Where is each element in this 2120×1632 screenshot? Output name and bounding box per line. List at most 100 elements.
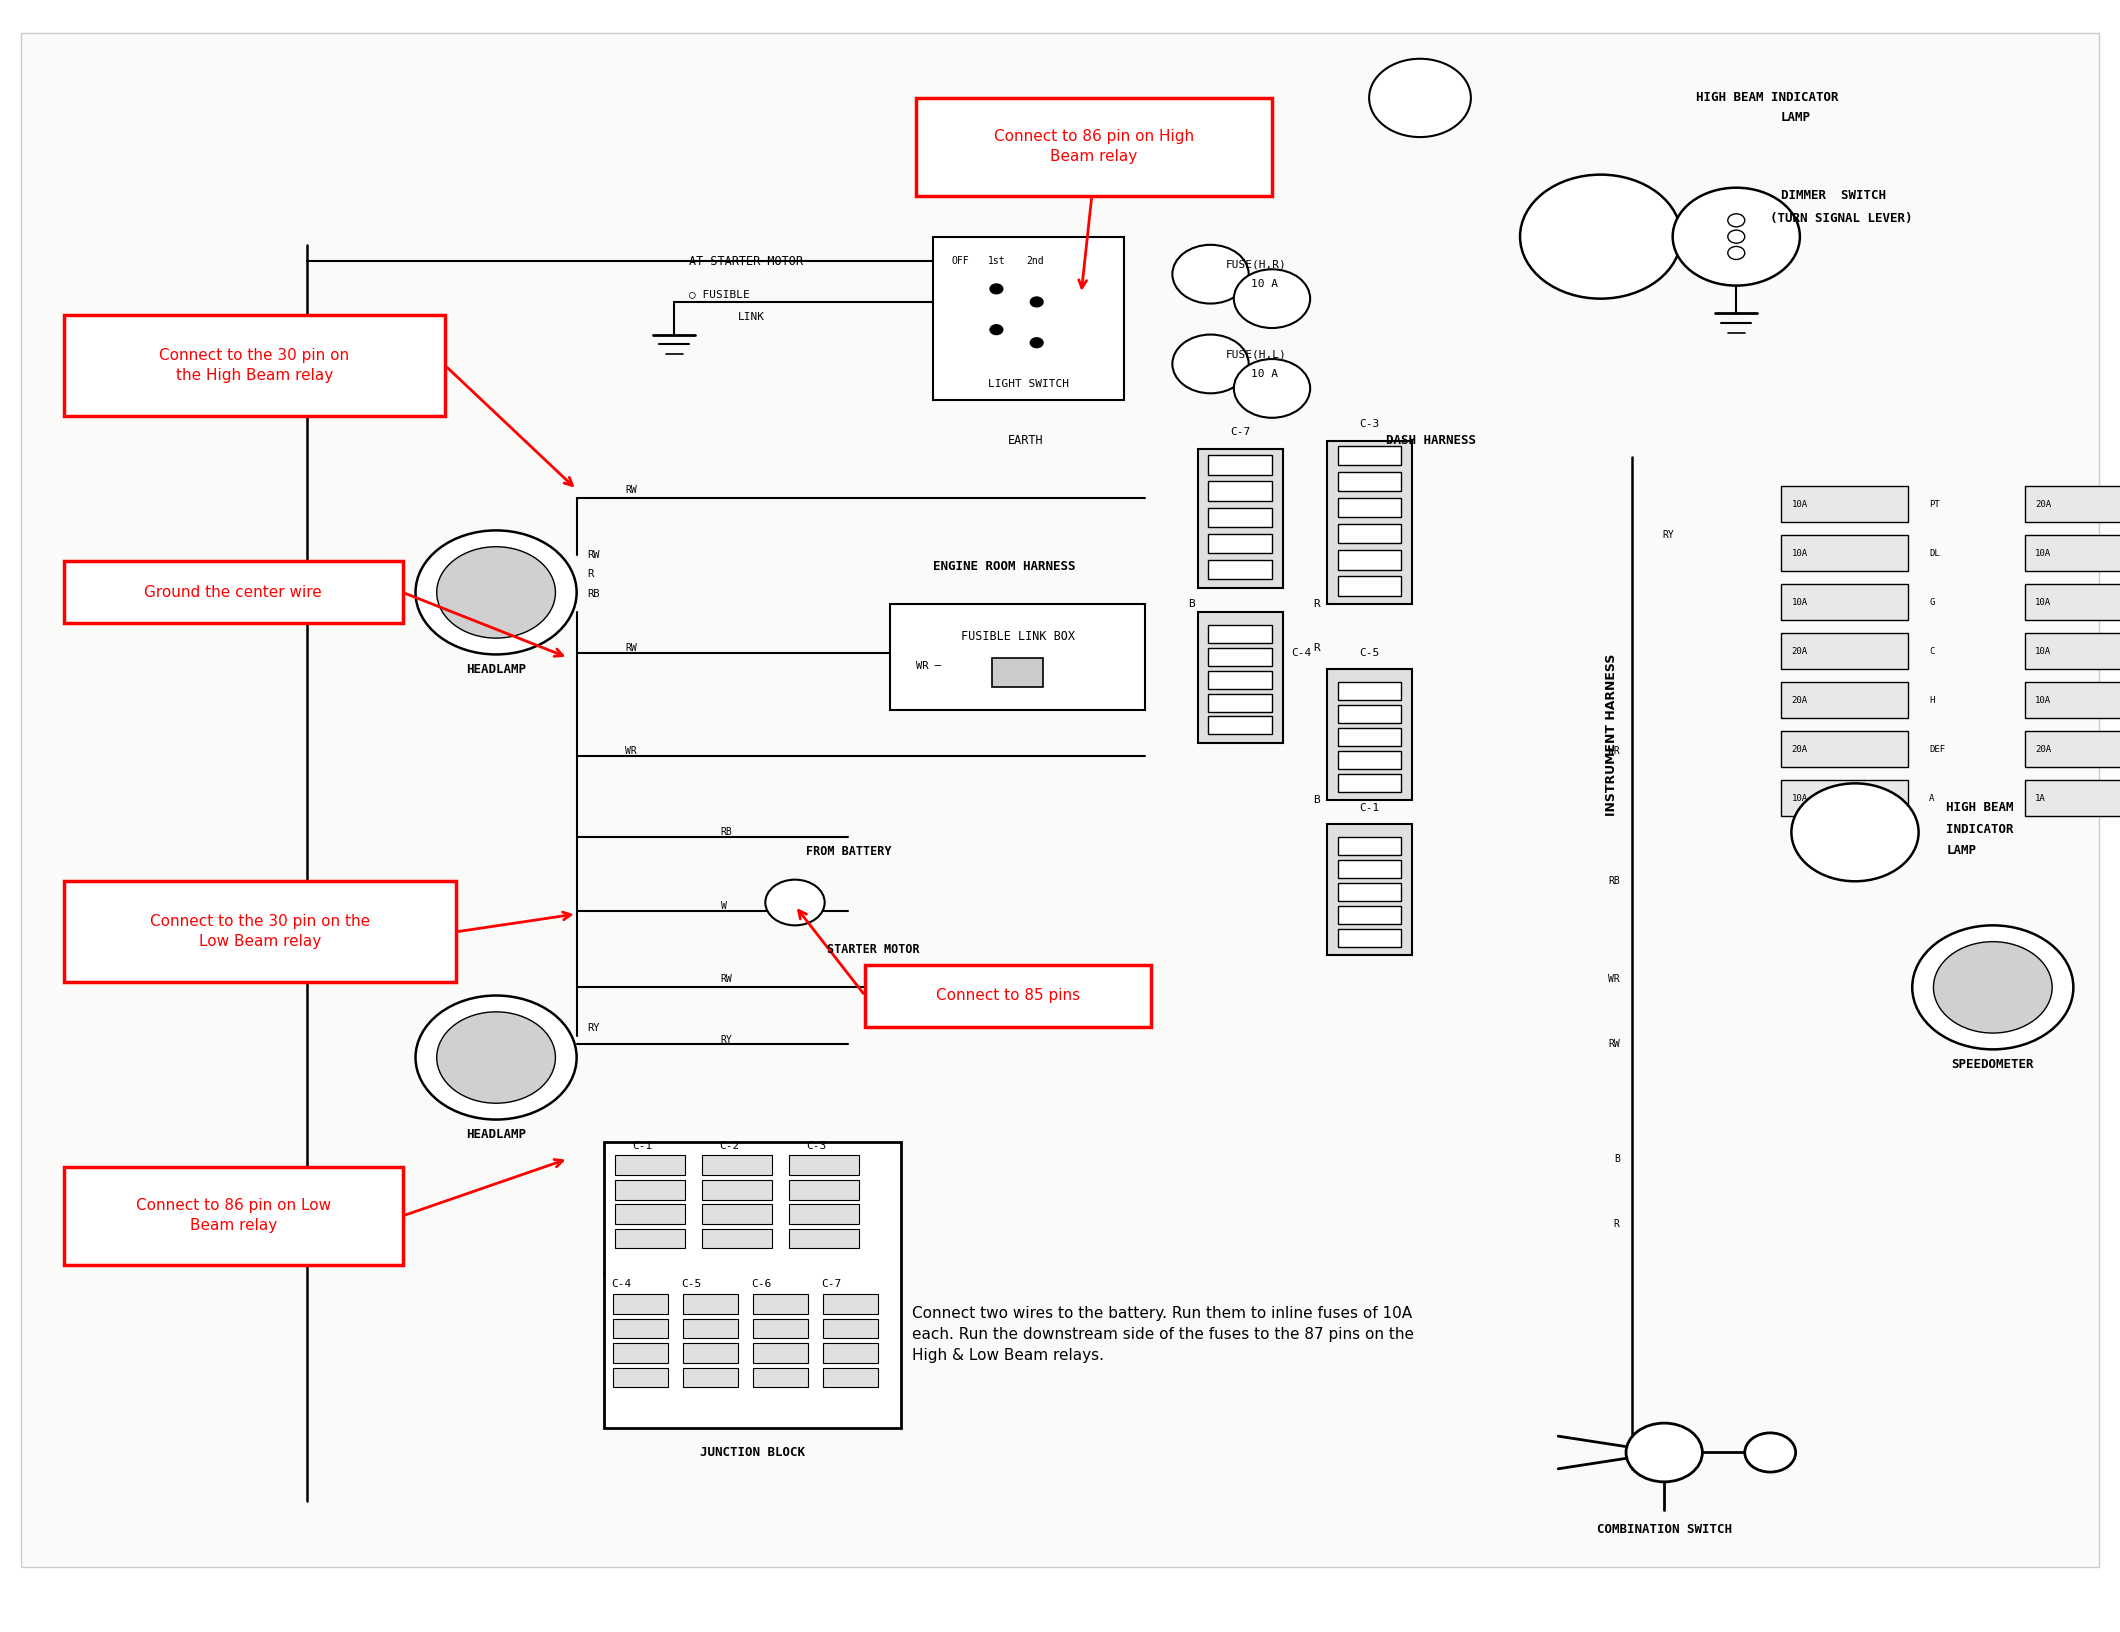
Circle shape (1520, 175, 1681, 299)
Text: W: W (721, 901, 727, 911)
Circle shape (416, 530, 577, 654)
Bar (1208, 671, 1272, 689)
Text: HEADLAMP: HEADLAMP (466, 663, 526, 676)
Text: C-6: C-6 (750, 1279, 772, 1289)
Text: C-1: C-1 (632, 1141, 653, 1151)
Bar (1208, 648, 1272, 666)
Text: Ground the center wire: Ground the center wire (144, 584, 322, 601)
Text: HIGH BEAM: HIGH BEAM (1946, 801, 2014, 814)
Bar (613, 1294, 668, 1314)
Circle shape (1172, 245, 1249, 304)
Bar (615, 1155, 685, 1175)
Circle shape (1728, 214, 1745, 227)
Bar (64, 1167, 403, 1265)
Circle shape (1626, 1423, 1702, 1482)
Bar (1208, 455, 1272, 475)
Text: R: R (1312, 599, 1321, 609)
Text: FUSIBLE LINK BOX: FUSIBLE LINK BOX (960, 630, 1075, 643)
Text: RB: RB (721, 827, 734, 837)
Text: 20A: 20A (1791, 744, 1808, 754)
Bar (1338, 751, 1401, 769)
Text: Connect to 85 pins: Connect to 85 pins (937, 987, 1079, 1004)
Text: C-7: C-7 (820, 1279, 842, 1289)
Bar (823, 1319, 878, 1338)
Text: Connect two wires to the battery. Run them to inline fuses of 10A
each. Run the : Connect two wires to the battery. Run th… (912, 1306, 1414, 1363)
Bar (1781, 535, 1908, 571)
Text: LAMP: LAMP (1781, 111, 1810, 124)
Bar (1338, 524, 1401, 543)
Text: RW: RW (1607, 1040, 1620, 1049)
Text: R: R (1312, 643, 1321, 653)
Bar (2025, 535, 2120, 571)
Bar (683, 1319, 738, 1338)
Text: G: G (1929, 597, 1936, 607)
Bar (604, 1142, 901, 1428)
Bar (753, 1294, 808, 1314)
Bar (1198, 612, 1283, 743)
Circle shape (1234, 269, 1310, 328)
Bar (1338, 860, 1401, 878)
Text: B: B (1312, 795, 1321, 805)
Bar (789, 1204, 859, 1224)
Bar (1338, 576, 1401, 596)
Bar (613, 1343, 668, 1363)
Text: RY: RY (587, 1023, 600, 1033)
Circle shape (1172, 335, 1249, 393)
Text: STARTER MOTOR: STARTER MOTOR (827, 943, 920, 956)
Text: (TURN SIGNAL LEVER): (TURN SIGNAL LEVER) (1770, 212, 1912, 225)
Bar (2025, 584, 2120, 620)
Text: RW: RW (625, 643, 638, 653)
Text: WR: WR (1607, 974, 1620, 984)
Bar (1781, 486, 1908, 522)
Text: EARTH: EARTH (1009, 434, 1043, 447)
Text: C-5: C-5 (681, 1279, 702, 1289)
Bar (683, 1343, 738, 1363)
Text: C: C (1929, 646, 1936, 656)
Text: B: B (1613, 1154, 1620, 1164)
Bar (1781, 633, 1908, 669)
Text: JUNCTION BLOCK: JUNCTION BLOCK (700, 1446, 806, 1459)
Text: AT STARTER MOTOR: AT STARTER MOTOR (689, 255, 803, 268)
Text: SPEEDOMETER: SPEEDOMETER (1953, 1058, 2033, 1071)
Text: HIGH BEAM INDICATOR: HIGH BEAM INDICATOR (1696, 91, 1838, 104)
Bar (823, 1368, 878, 1387)
Bar (613, 1368, 668, 1387)
Bar (1338, 472, 1401, 491)
Bar (683, 1294, 738, 1314)
Bar (753, 1319, 808, 1338)
Bar (2025, 731, 2120, 767)
Circle shape (1673, 188, 1800, 286)
Text: H: H (1929, 695, 1936, 705)
Circle shape (437, 547, 555, 638)
Text: RW: RW (625, 485, 638, 494)
Bar (702, 1180, 772, 1200)
Text: Connect to the 30 pin on
the High Beam relay: Connect to the 30 pin on the High Beam r… (159, 348, 350, 384)
Text: 10A: 10A (2035, 695, 2052, 705)
Bar (1781, 780, 1908, 816)
Text: 10A: 10A (1791, 597, 1808, 607)
Bar (823, 1294, 878, 1314)
Text: 10A: 10A (1791, 793, 1808, 803)
Text: DIMMER  SWITCH: DIMMER SWITCH (1781, 189, 1887, 202)
Bar (890, 604, 1145, 710)
Text: 20A: 20A (2035, 744, 2052, 754)
Bar (1208, 694, 1272, 712)
Text: PT: PT (1929, 499, 1940, 509)
Text: WR ─: WR ─ (916, 661, 941, 671)
Bar (1781, 584, 1908, 620)
Circle shape (1791, 783, 1919, 881)
Bar (1208, 625, 1272, 643)
Bar (1208, 534, 1272, 553)
Bar (1198, 449, 1283, 588)
Circle shape (1030, 297, 1043, 307)
Circle shape (990, 284, 1003, 294)
Text: 10A: 10A (2035, 548, 2052, 558)
Circle shape (1370, 59, 1471, 137)
Bar (753, 1343, 808, 1363)
Text: RW: RW (721, 974, 734, 984)
Text: C-4: C-4 (611, 1279, 632, 1289)
Bar (1338, 446, 1401, 465)
Bar (1208, 560, 1272, 579)
Bar (823, 1343, 878, 1363)
Circle shape (1030, 338, 1043, 348)
